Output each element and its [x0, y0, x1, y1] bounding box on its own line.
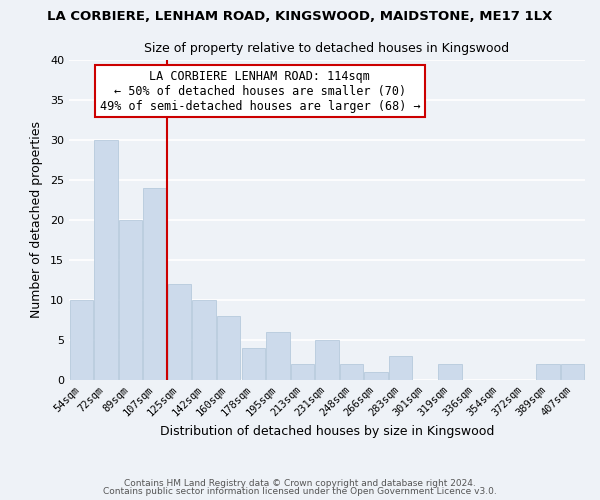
Bar — [119, 220, 142, 380]
Y-axis label: Number of detached properties: Number of detached properties — [30, 122, 43, 318]
Bar — [389, 356, 412, 380]
Bar — [217, 316, 241, 380]
Bar — [193, 300, 216, 380]
Bar — [266, 332, 290, 380]
Bar — [561, 364, 584, 380]
Bar — [70, 300, 93, 380]
Text: Contains public sector information licensed under the Open Government Licence v3: Contains public sector information licen… — [103, 488, 497, 496]
Bar — [438, 364, 461, 380]
Bar — [536, 364, 560, 380]
Bar — [242, 348, 265, 380]
Bar — [291, 364, 314, 380]
Bar — [316, 340, 338, 380]
Bar — [143, 188, 167, 380]
Bar — [168, 284, 191, 380]
Bar — [340, 364, 363, 380]
Bar — [94, 140, 118, 380]
X-axis label: Distribution of detached houses by size in Kingswood: Distribution of detached houses by size … — [160, 426, 494, 438]
Bar — [364, 372, 388, 380]
Text: Contains HM Land Registry data © Crown copyright and database right 2024.: Contains HM Land Registry data © Crown c… — [124, 478, 476, 488]
Text: LA CORBIERE LENHAM ROAD: 114sqm
← 50% of detached houses are smaller (70)
49% of: LA CORBIERE LENHAM ROAD: 114sqm ← 50% of… — [100, 70, 420, 112]
Text: LA CORBIERE, LENHAM ROAD, KINGSWOOD, MAIDSTONE, ME17 1LX: LA CORBIERE, LENHAM ROAD, KINGSWOOD, MAI… — [47, 10, 553, 23]
Title: Size of property relative to detached houses in Kingswood: Size of property relative to detached ho… — [145, 42, 509, 54]
